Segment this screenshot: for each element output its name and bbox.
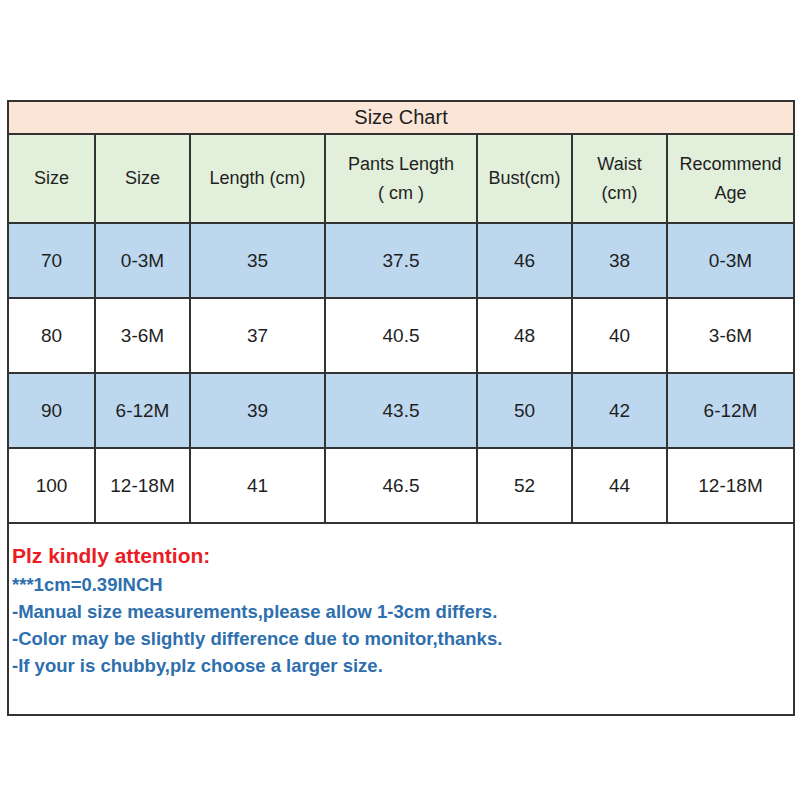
- data-cell: 37.5: [325, 223, 477, 298]
- note-line-2: -Color may be slightly difference due to…: [12, 625, 787, 652]
- header-cell-2: Length (cm): [190, 134, 325, 223]
- data-cell: 6-12M: [667, 373, 794, 448]
- data-cell: 39: [190, 373, 325, 448]
- note-line-1: -Manual size measurements,please allow 1…: [12, 598, 787, 625]
- data-cell: 90: [8, 373, 95, 448]
- data-cell: 40: [572, 298, 667, 373]
- data-cell: 80: [8, 298, 95, 373]
- table-title-row: Size Chart: [8, 101, 794, 134]
- data-cell: 52: [477, 448, 572, 523]
- header-cell-1: Size: [95, 134, 190, 223]
- table-body: 700-3M3537.546380-3M803-6M3740.548403-6M…: [8, 223, 794, 523]
- notes-section: Plz kindly attention: ***1cm=0.39INCH-Ma…: [8, 523, 794, 715]
- note-line-0: ***1cm=0.39INCH: [12, 571, 787, 598]
- notes-lines: ***1cm=0.39INCH-Manual size measurements…: [12, 571, 787, 679]
- data-cell: 3-6M: [667, 298, 794, 373]
- data-cell: 46.5: [325, 448, 477, 523]
- data-cell: 3-6M: [95, 298, 190, 373]
- notes-row: Plz kindly attention: ***1cm=0.39INCH-Ma…: [8, 523, 794, 715]
- data-cell: 40.5: [325, 298, 477, 373]
- page: Size Chart SizeSizeLength (cm)Pants Leng…: [0, 0, 800, 800]
- data-cell: 0-3M: [667, 223, 794, 298]
- data-cell: 38: [572, 223, 667, 298]
- size-chart-container: Size Chart SizeSizeLength (cm)Pants Leng…: [7, 100, 793, 716]
- note-line-3: -If your is chubby,plz choose a larger s…: [12, 652, 787, 679]
- data-cell: 35: [190, 223, 325, 298]
- data-cell: 43.5: [325, 373, 477, 448]
- notes-heading: Plz kindly attention:: [12, 544, 787, 568]
- data-cell: 48: [477, 298, 572, 373]
- data-cell: 50: [477, 373, 572, 448]
- header-cell-5: Waist (cm): [572, 134, 667, 223]
- table-row-1: 803-6M3740.548403-6M: [8, 298, 794, 373]
- header-cell-3: Pants Length ( cm ): [325, 134, 477, 223]
- data-cell: 100: [8, 448, 95, 523]
- table-row-0: 700-3M3537.546380-3M: [8, 223, 794, 298]
- data-cell: 37: [190, 298, 325, 373]
- header-cell-6: Recommend Age: [667, 134, 794, 223]
- header-cell-0: Size: [8, 134, 95, 223]
- table-title: Size Chart: [8, 101, 794, 134]
- table-row-3: 10012-18M4146.5524412-18M: [8, 448, 794, 523]
- header-cell-4: Bust(cm): [477, 134, 572, 223]
- data-cell: 12-18M: [95, 448, 190, 523]
- size-chart-table: Size Chart SizeSizeLength (cm)Pants Leng…: [7, 100, 795, 716]
- data-cell: 46: [477, 223, 572, 298]
- data-cell: 6-12M: [95, 373, 190, 448]
- data-cell: 12-18M: [667, 448, 794, 523]
- data-cell: 41: [190, 448, 325, 523]
- header-row: SizeSizeLength (cm)Pants Length ( cm )Bu…: [8, 134, 794, 223]
- data-cell: 0-3M: [95, 223, 190, 298]
- data-cell: 44: [572, 448, 667, 523]
- table-row-2: 906-12M3943.550426-12M: [8, 373, 794, 448]
- data-cell: 42: [572, 373, 667, 448]
- data-cell: 70: [8, 223, 95, 298]
